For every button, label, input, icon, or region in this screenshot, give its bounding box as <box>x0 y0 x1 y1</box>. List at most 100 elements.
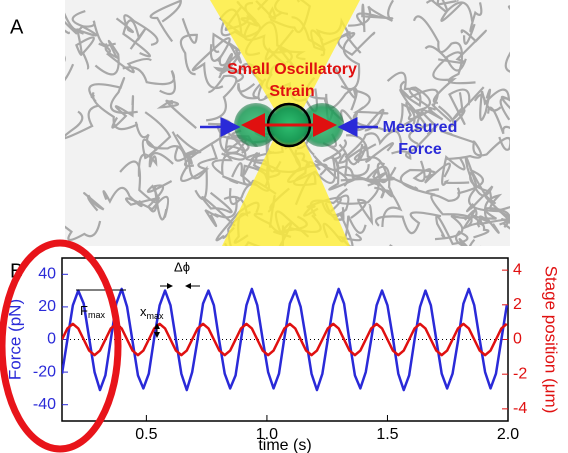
fiber <box>374 186 403 228</box>
fiber <box>156 99 197 129</box>
fiber <box>209 44 242 76</box>
fiber <box>141 111 172 160</box>
fiber <box>83 192 105 212</box>
fiber <box>98 42 152 74</box>
fiber <box>37 77 60 126</box>
fiber <box>322 32 361 91</box>
annotation: Δϕ <box>174 259 190 274</box>
fiber <box>479 88 502 121</box>
y-tick-label: 40 <box>38 266 56 283</box>
fiber <box>412 160 451 184</box>
annotation-sub: max <box>147 311 165 321</box>
fiber <box>436 0 474 22</box>
fiber <box>337 31 376 56</box>
fiber <box>435 215 469 246</box>
fiber <box>346 143 367 166</box>
fiber <box>354 143 390 187</box>
fiber <box>223 242 228 246</box>
fiber <box>65 12 98 37</box>
fiber <box>147 184 168 221</box>
y-tick-label: 20 <box>38 298 56 315</box>
fiber <box>90 91 139 131</box>
fiber <box>249 65 280 102</box>
fiber <box>391 125 438 160</box>
fiber <box>205 74 238 122</box>
strain-label: Small Oscillatory <box>227 61 357 78</box>
fiber <box>425 0 463 22</box>
fiber <box>191 37 231 90</box>
x-tick-label: 0.5 <box>135 426 157 443</box>
annotation: xmax <box>140 304 164 321</box>
fiber <box>448 88 471 125</box>
y2-tick-label: -2 <box>513 365 527 382</box>
fiber <box>122 66 176 96</box>
fiber <box>472 136 510 157</box>
fiber <box>483 193 510 234</box>
fiber <box>65 220 102 241</box>
fiber <box>125 195 170 218</box>
x-axis-label: time (s) <box>258 437 311 453</box>
y-axis-label: Force (pN) <box>5 299 24 380</box>
y2-tick-label: 4 <box>513 261 522 278</box>
y2-tick-label: -4 <box>513 400 527 417</box>
fiber <box>88 77 138 114</box>
y2-tick-label: 0 <box>513 331 522 348</box>
fiber <box>102 186 143 208</box>
x-tick-label: 1.5 <box>376 426 398 443</box>
fiber <box>333 165 382 187</box>
y2-axis-label: Stage position (μm) <box>542 266 561 414</box>
fiber <box>463 250 490 281</box>
fiber <box>424 45 476 85</box>
fiber <box>212 32 242 64</box>
x-tick-label: 2.0 <box>497 426 519 443</box>
force-label: Force <box>398 141 442 158</box>
fiber <box>350 198 374 226</box>
fiber <box>389 244 393 246</box>
y-tick-label: -20 <box>33 363 56 380</box>
fiber <box>432 56 467 104</box>
fiber <box>441 155 470 186</box>
annotation-base: F <box>80 303 88 318</box>
fiber <box>412 15 464 57</box>
fiber <box>460 209 490 239</box>
panel-label: A <box>10 16 24 38</box>
fiber <box>180 142 219 182</box>
highlight-ellipse <box>0 239 122 453</box>
fiber <box>399 88 452 123</box>
fiber <box>507 5 510 11</box>
fiber <box>314 133 342 172</box>
fiber <box>372 166 397 198</box>
fiber <box>333 66 389 115</box>
fiber <box>201 191 236 227</box>
fiber <box>408 106 444 145</box>
fiber <box>71 10 108 46</box>
fiber <box>94 39 120 76</box>
fiber <box>115 14 159 46</box>
fiber <box>134 121 188 169</box>
strain-label: Strain <box>269 83 314 100</box>
fiber <box>484 195 510 230</box>
fiber <box>179 18 198 76</box>
fiber <box>322 139 355 191</box>
fiber <box>137 152 174 177</box>
annotation-sub: max <box>88 310 106 320</box>
fiber <box>348 0 395 27</box>
fiber <box>356 3 394 33</box>
annotation: Fmax <box>80 303 105 320</box>
fiber <box>344 130 403 159</box>
fiber <box>437 86 485 128</box>
fiber <box>204 196 238 227</box>
fiber <box>24 105 61 129</box>
fiber <box>212 52 244 83</box>
fiber <box>65 29 70 35</box>
annotation-base: x <box>140 304 147 319</box>
fiber <box>65 104 100 140</box>
fiber <box>111 95 135 129</box>
fiber <box>75 28 95 70</box>
y2-tick-label: 2 <box>513 296 522 313</box>
series-line <box>62 322 508 357</box>
fiber <box>122 19 151 58</box>
fiber <box>374 211 442 235</box>
